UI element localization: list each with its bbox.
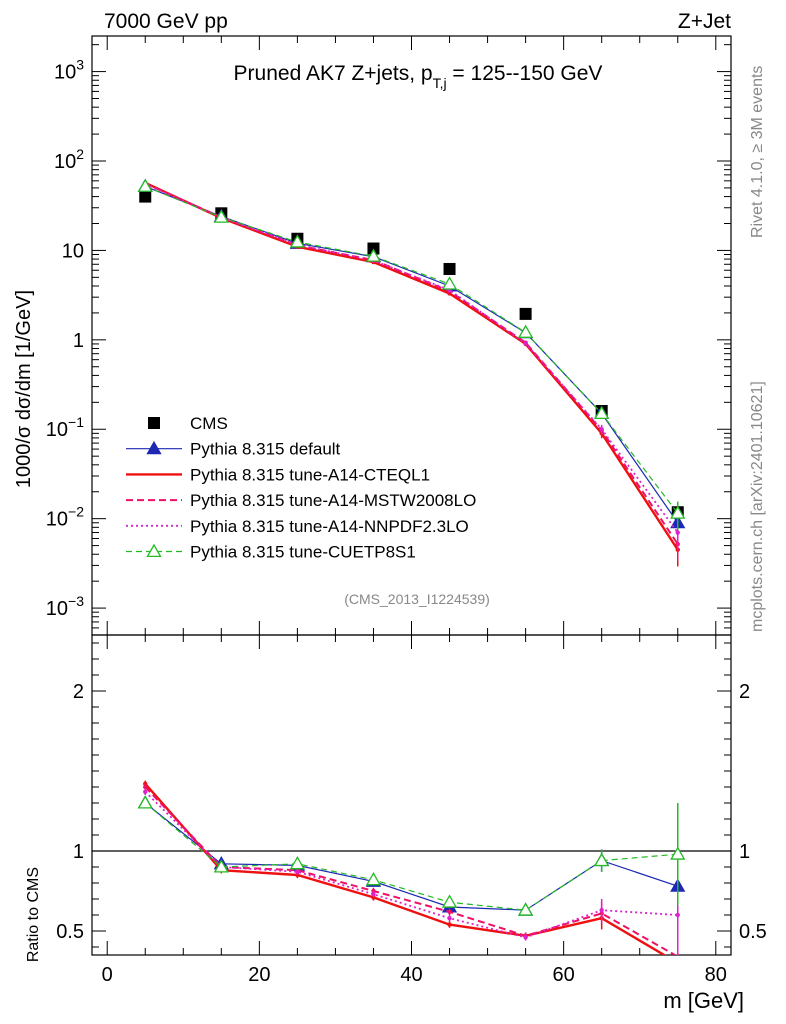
series-marker bbox=[675, 530, 680, 535]
cms-data-point bbox=[519, 307, 532, 320]
legend-label: CMS bbox=[190, 414, 228, 433]
main-y-tick-label: 10−1 bbox=[46, 414, 84, 441]
ratio-y-tick-label-right: 0.5 bbox=[739, 921, 767, 943]
ratio-marker bbox=[599, 908, 604, 913]
legend-marker bbox=[146, 440, 162, 455]
ratio-series-line bbox=[144, 802, 678, 911]
header-labels: 7000 GeV pp Z+Jet Rivet 4.1.0, ≥ 3M even… bbox=[104, 10, 766, 632]
ratio-marker bbox=[447, 922, 452, 927]
ratio-marker bbox=[447, 916, 452, 921]
legend-label: Pythia 8.315 tune-CUETP8S1 bbox=[190, 543, 416, 562]
energy-label: 7000 GeV pp bbox=[104, 10, 228, 33]
series-marker bbox=[599, 427, 604, 432]
main-series-group bbox=[137, 178, 686, 567]
x-tick-label: 40 bbox=[400, 964, 422, 986]
series-line bbox=[144, 181, 679, 551]
legend: CMS Pythia 8.315 default Pythia 8.315 tune… bbox=[126, 414, 476, 562]
ratio-series-group bbox=[137, 780, 686, 965]
series-marker bbox=[289, 234, 306, 248]
legend-item-4: Pythia 8.315 tune-A14-NNPDF2.3LO bbox=[126, 517, 469, 536]
ratio-marker bbox=[670, 846, 686, 860]
legend-label: Pythia 8.315 default bbox=[190, 440, 341, 459]
main-title: Pruned AK7 Z+jets, pT,j = 125--150 GeV bbox=[234, 62, 603, 91]
x-tick-label: 60 bbox=[553, 964, 575, 986]
legend-item-1: Pythia 8.315 default bbox=[126, 440, 341, 459]
ratio-y-tick-label-left: 0.5 bbox=[56, 921, 84, 943]
series-marker bbox=[523, 341, 528, 346]
ratio-series-4 bbox=[143, 788, 680, 955]
ratio-marker bbox=[213, 859, 229, 873]
ratio-clip-group bbox=[137, 780, 686, 965]
rivet-label: Rivet 4.1.0, ≥ 3M events bbox=[749, 66, 766, 238]
ratio-series-line bbox=[144, 802, 678, 911]
series-5 bbox=[137, 178, 686, 530]
series-marker bbox=[517, 324, 534, 338]
ratio-axis-ticks: 0.5 0.51 12 20 20 40 60 80 bbox=[56, 635, 767, 986]
legend-item-3: Pythia 8.315 tune-A14-MSTW2008LO bbox=[126, 491, 476, 510]
series-marker bbox=[365, 248, 382, 262]
cms-data-point bbox=[443, 262, 456, 275]
main-y-axis-label: 1000/σ dσ/dm [1/GeV] bbox=[13, 290, 35, 488]
legend-item-2: Pythia 8.315 tune-A14-CTEQL1 bbox=[126, 465, 430, 484]
series-marker bbox=[594, 405, 610, 420]
main-y-tick-label: 10−3 bbox=[46, 593, 84, 620]
ratio-marker bbox=[523, 935, 528, 940]
ratio-marker bbox=[371, 892, 376, 897]
main-axis-ticks bbox=[92, 36, 731, 636]
ratio-marker bbox=[143, 784, 148, 790]
main-y-tick-label: 102 bbox=[54, 146, 84, 173]
cms-data-point bbox=[139, 190, 152, 203]
ratio-y-tick-label-right: 2 bbox=[739, 681, 750, 703]
series-marker bbox=[670, 505, 686, 519]
main-y-tick-label: 10−2 bbox=[46, 504, 84, 531]
legend-item-0: CMS bbox=[148, 414, 228, 433]
x-axis-label: m [GeV] bbox=[663, 988, 744, 1013]
x-tick-label: 20 bbox=[248, 964, 270, 986]
legend-marker bbox=[148, 417, 160, 429]
series-marker bbox=[137, 178, 153, 192]
ratio-marker bbox=[594, 852, 610, 867]
ratio-series-line bbox=[144, 786, 677, 955]
main-y-tick-label: 1 bbox=[73, 330, 84, 352]
series-line bbox=[145, 185, 679, 514]
ratio-marker bbox=[295, 869, 300, 874]
series-1 bbox=[137, 178, 686, 540]
legend-item-5: Pythia 8.315 tune-CUETP8S1 bbox=[126, 543, 416, 562]
ratio-marker bbox=[137, 795, 153, 809]
legend-marker bbox=[146, 543, 162, 558]
ratio-plot-frame bbox=[91, 634, 732, 956]
ratio-marker bbox=[447, 909, 452, 914]
ratio-marker bbox=[676, 961, 680, 965]
ratio-marker bbox=[289, 855, 306, 870]
ratio-marker bbox=[441, 894, 458, 908]
main-y-tick-label: 103 bbox=[54, 57, 84, 84]
ratio-series-line bbox=[144, 783, 667, 955]
ratio-y-axis-label: Ratio to CMS bbox=[25, 867, 42, 962]
x-tick-label: 80 bbox=[705, 964, 727, 986]
process-label: Z+Jet bbox=[678, 10, 731, 33]
analysis-id: (CMS_2013_I1224539) bbox=[344, 591, 490, 607]
mcplots-label: mcplots.cern.ch [arXiv:2401.10621] bbox=[749, 381, 766, 632]
legend-label: Pythia 8.315 tune-A14-CTEQL1 bbox=[190, 465, 430, 484]
main-y-tick-label: 10 bbox=[62, 240, 84, 262]
ratio-marker bbox=[365, 871, 382, 886]
x-tick-label: 0 bbox=[102, 964, 113, 986]
series-marker bbox=[213, 209, 229, 223]
ratio-series-5 bbox=[137, 795, 686, 916]
legend-label: Pythia 8.315 tune-A14-MSTW2008LO bbox=[190, 491, 476, 510]
ratio-marker bbox=[517, 902, 534, 916]
series-marker bbox=[441, 276, 458, 290]
series-line bbox=[144, 182, 679, 545]
ratio-panel: 0.5 0.51 12 20 20 40 60 80 Ratio to CMS m [GeV] bbox=[25, 634, 767, 1013]
legend-label: Pythia 8.315 tune-A14-NNPDF2.3LO bbox=[190, 517, 469, 536]
ratio-y-tick-label-right: 1 bbox=[739, 841, 750, 863]
ratio-y-tick-label-left: 1 bbox=[73, 841, 84, 863]
ratio-marker bbox=[143, 789, 148, 794]
ratio-y-tick-label-left: 2 bbox=[73, 681, 84, 703]
ratio-marker bbox=[675, 912, 680, 918]
